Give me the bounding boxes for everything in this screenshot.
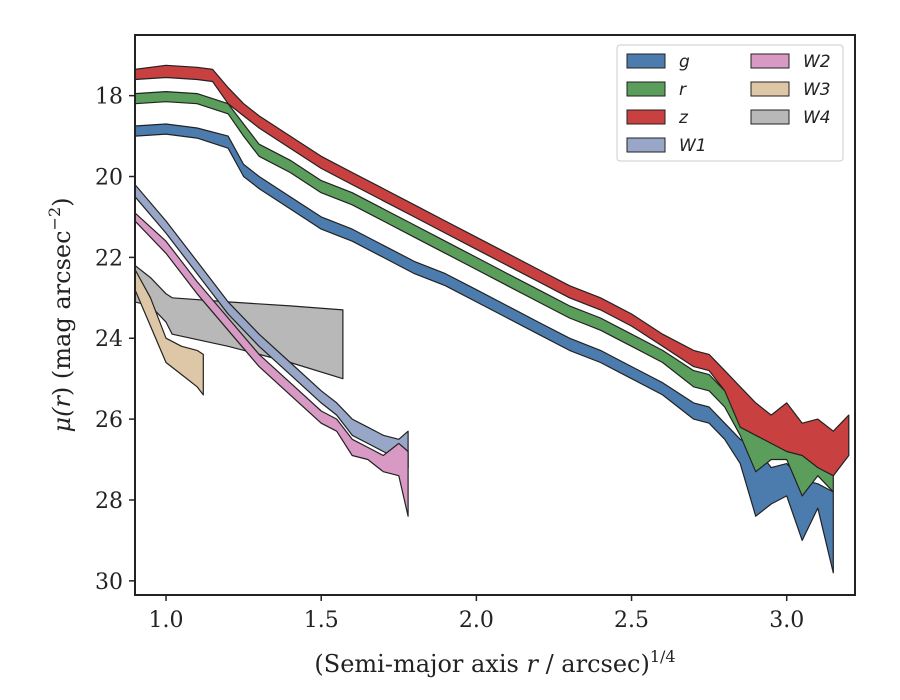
band-z [135, 64, 850, 477]
x-axis-label: (Semi-major axis r / arcsec)1/4 [314, 647, 675, 678]
band-w3 [135, 268, 204, 396]
legend-label-w2: W2 [803, 52, 831, 72]
y-axis-label: μ(r) (mag arcsec−2) [45, 197, 76, 432]
legend-swatch-z [626, 109, 666, 125]
legend-label-r: r [679, 80, 687, 100]
y-tick-label: 22 [95, 246, 123, 271]
legend-swatch-w2 [750, 53, 790, 69]
series-layer [135, 64, 850, 574]
x-axis-ticks: 1.0 1.5 2.0 2.5 3.0 [149, 595, 804, 633]
y-tick-label: 26 [95, 408, 123, 433]
legend-label-g: g [679, 52, 690, 72]
x-tick-label: 2.5 [614, 608, 649, 633]
band-r [135, 91, 834, 497]
legend-label-w1: W1 [679, 136, 707, 156]
y-tick-label: 30 [95, 570, 123, 595]
legend-label-w3: W3 [803, 80, 831, 100]
x-tick-label: 1.5 [304, 608, 339, 633]
y-tick-label: 24 [95, 327, 123, 352]
x-tick-label: 3.0 [769, 608, 804, 633]
y-tick-label: 18 [95, 85, 123, 110]
legend-frame [616, 44, 844, 162]
legend-swatch-r [626, 81, 666, 97]
legend-label-z: z [678, 108, 689, 128]
x-tick-label: 1.0 [149, 608, 184, 633]
y-axis-ticks: 18 20 22 24 26 28 30 [95, 85, 135, 595]
legend-label-w4: W4 [803, 108, 831, 128]
band-g [135, 123, 834, 574]
y-tick-label: 28 [95, 489, 123, 514]
legend-swatch-w1 [626, 137, 666, 153]
legend-swatch-g [626, 53, 666, 69]
plot-area [134, 34, 856, 596]
legend-swatch-w4 [750, 109, 790, 125]
x-tick-label: 2.0 [459, 608, 494, 633]
band-w2 [135, 212, 409, 517]
plot-frame [134, 34, 856, 596]
legend-swatch-w3 [750, 81, 790, 97]
legend: grz W1 W2 W3 W4 [616, 44, 844, 162]
y-tick-label: 20 [95, 166, 123, 191]
